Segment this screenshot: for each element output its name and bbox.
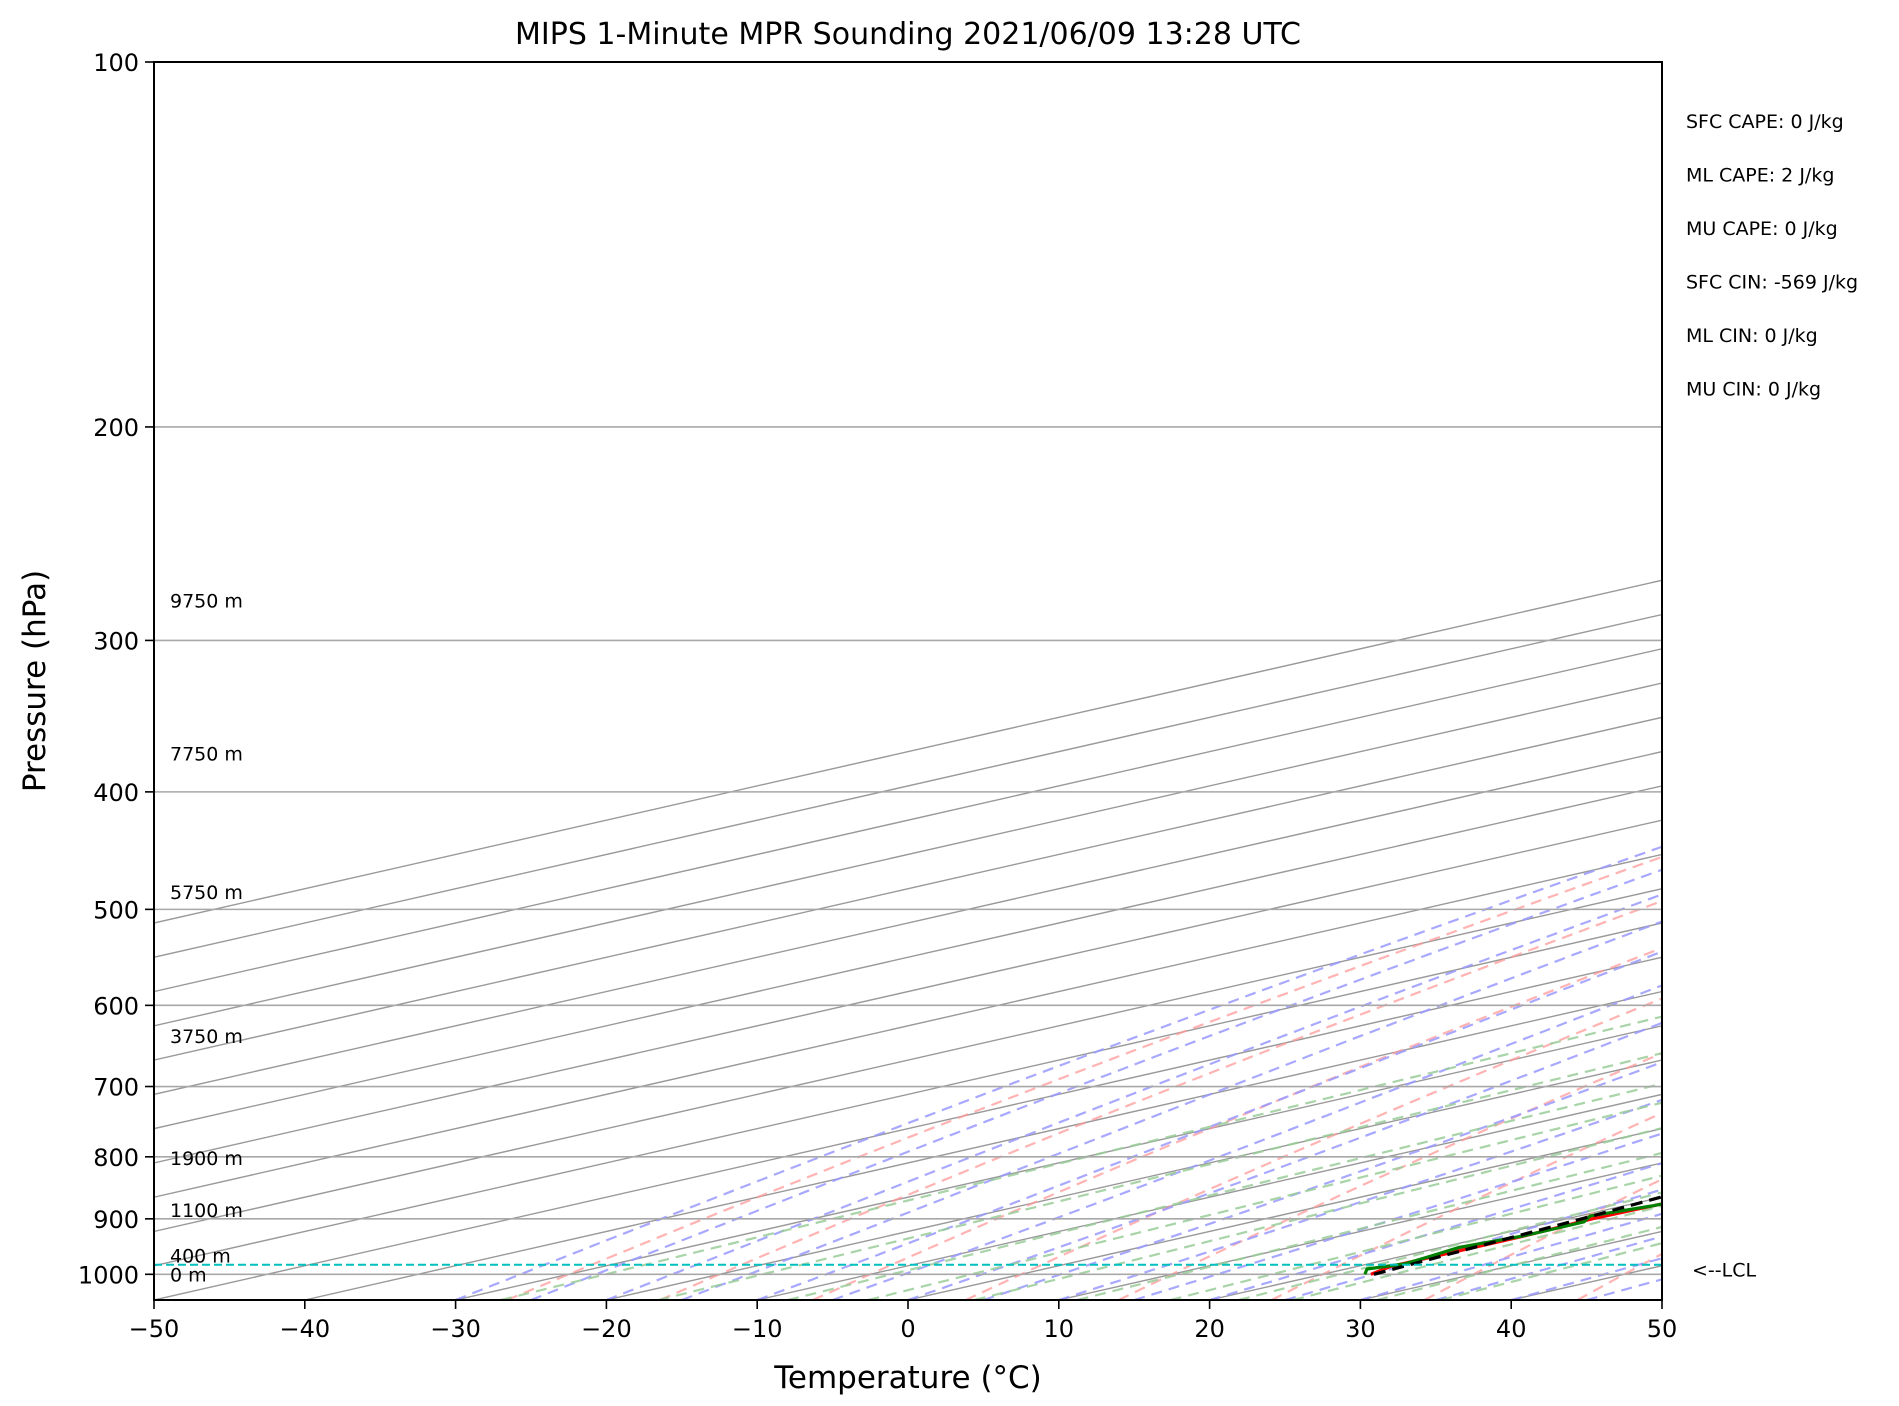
isotherm-line [304,990,1662,1300]
height-label: 0 m [170,1264,207,1286]
x-tick-label: 50 [1647,1315,1678,1343]
x-tick-label: 40 [1496,1315,1527,1343]
x-tick-label: 0 [900,1315,915,1343]
moist-adiabat-line [606,893,1662,1300]
isotherm-line [154,956,1662,1300]
x-tick-label: 30 [1345,1315,1376,1343]
moist-adiabat-line [681,920,1662,1300]
x-tick-label: 20 [1194,1315,1225,1343]
lcl-label: <--LCL [1692,1260,1756,1282]
x-tick-label: −10 [732,1315,783,1343]
x-tick-label: 10 [1044,1315,1075,1343]
stability-index: MU CIN: 0 J/kg [1686,379,1821,401]
isotherm-line [154,785,1662,1130]
x-tick-label: −30 [430,1315,481,1343]
height-label: 3750 m [170,1026,243,1048]
y-tick-label: 600 [93,992,139,1020]
mixing-ratio-line [658,1051,1662,1300]
moist-adiabat-line [756,950,1662,1300]
y-tick-label: 300 [93,627,139,655]
pressure-grid [154,62,1662,1276]
isotherm-line [154,579,1662,924]
mixing-ratio-line [500,1015,1662,1300]
x-tick-label: −40 [279,1315,330,1343]
stability-index: ML CIN: 0 J/kg [1686,325,1818,347]
stability-index: ML CAPE: 2 J/kg [1686,165,1834,187]
y-tick-label: 800 [93,1144,139,1172]
mixing-ratio-line [787,1082,1662,1300]
moist-adiabat-line [530,868,1662,1300]
height-label: 5750 m [170,882,243,904]
stability-index: SFC CIN: -569 J/kg [1686,272,1858,294]
isotherm-line [154,888,1662,1233]
y-tick-label: 400 [93,779,139,807]
stability-index: SFC CAPE: 0 J/kg [1686,111,1844,133]
y-axis-label: Pressure (hPa) [17,570,53,792]
isotherm-line [154,750,1662,1096]
height-label: 9750 m [170,590,243,612]
isotherm-line [154,819,1662,1164]
mixing-ratio-line [974,1126,1662,1300]
moist-adiabat-line [1133,1132,1662,1300]
parcel-line [1373,1195,1662,1276]
y-tick-label: 500 [93,896,139,924]
y-tick-label: 200 [93,414,139,442]
height-label: 1100 m [170,1200,243,1222]
y-tick-label: 700 [93,1074,139,1102]
isotherm-line [154,613,1662,958]
y-tick-label: 1000 [78,1261,139,1289]
isotherm-line [154,853,1662,1198]
x-tick-label: −20 [581,1315,632,1343]
dry-adiabat-line [659,899,1662,1300]
x-axis-label: Temperature (°C) [773,1360,1042,1396]
height-label: 7750 m [170,744,243,766]
y-tick-label: 900 [93,1206,139,1234]
x-axis: −50 −40 −30 −20 −10 0 10 20 30 40 50 [129,1300,1678,1343]
stability-indices: SFC CAPE: 0 J/kg ML CAPE: 2 J/kg MU CAPE: … [1686,111,1858,401]
isotherm-line [154,922,1662,1267]
dry-adiabat-line [506,855,1662,1300]
y-axis: 1000 900 800 700 600 500 400 300 200 100 [78,49,154,1289]
isotherm-line [455,1025,1662,1300]
moist-adiabat-line [455,845,1662,1300]
moist-adiabat-line [1209,1161,1662,1300]
isotherm-line [154,648,1662,993]
dry-adiabat-line [1424,1177,1662,1300]
mixing-ratio-line [868,1101,1662,1300]
isotherm-line [606,1059,1662,1300]
stability-index: MU CAPE: 0 J/kg [1686,218,1838,240]
chart-title: MIPS 1-Minute MPR Sounding 2021/06/09 13… [515,17,1301,52]
moist-adiabat-line [1058,1098,1662,1300]
y-tick-label: 100 [93,49,139,77]
height-label: 1900 m [170,1148,243,1170]
x-tick-label: −50 [129,1315,180,1343]
height-label: 400 m [170,1246,231,1268]
moist-adiabat-line [907,1021,1662,1300]
dry-adiabat-line [1118,1052,1662,1300]
sounding-series [1363,1195,1662,1276]
